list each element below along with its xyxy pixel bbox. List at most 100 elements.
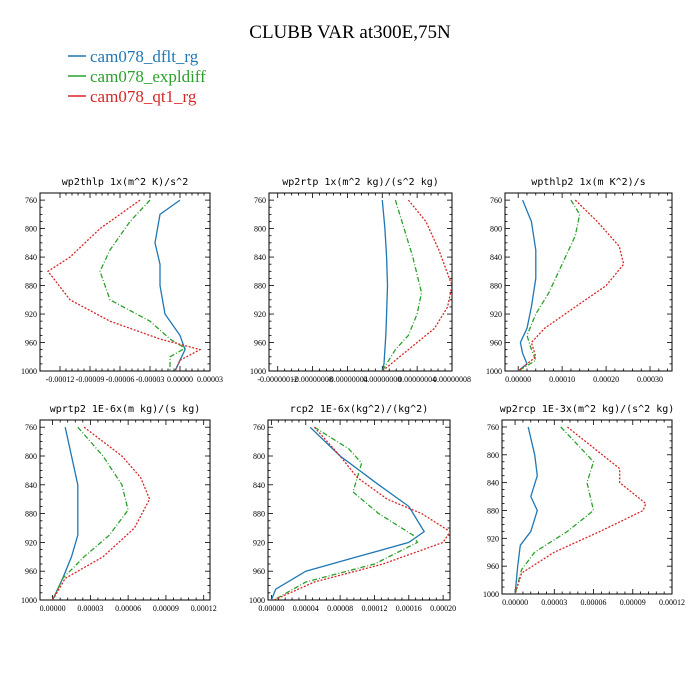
y-tick-label: 760 xyxy=(25,196,37,205)
series-line-cam078_expldiff xyxy=(273,426,419,600)
panel-title: wp2thlp 1x(m^2 K)/s^2 xyxy=(62,177,188,188)
y-tick-label: 1000 xyxy=(21,596,37,605)
series-line-cam078_qt1_rg xyxy=(381,199,452,371)
x-tick-label: -0.00000008 xyxy=(292,375,333,384)
y-tick-label: 880 xyxy=(253,510,265,519)
x-tick-label: 0.00008 xyxy=(327,604,353,613)
y-tick-label: 960 xyxy=(254,339,266,348)
axis-frame xyxy=(39,192,211,372)
y-tick-label: 760 xyxy=(253,423,265,432)
x-tick-label: 0.00000004 xyxy=(398,375,436,384)
panel-4: wprtp2 1E-6x(m kg)/(s kg) 760 800 840 880 920… xyxy=(21,404,217,613)
x-tick-label: 0.00003 xyxy=(541,598,567,607)
series-line-cam078_dflt_rg xyxy=(517,199,537,371)
axis-frame xyxy=(501,419,673,595)
y-tick-label: 960 xyxy=(253,567,265,576)
x-tick-label: 0.00030 xyxy=(637,375,663,384)
x-tick-label: 0.00020 xyxy=(430,604,456,613)
x-tick-label: 0.00009 xyxy=(620,598,646,607)
panels-group: wp2thlp 1x(m^2 K)/s^2 760 800 840 880 920 960 1… xyxy=(21,177,685,613)
series-line-cam078_dflt_rg xyxy=(514,426,538,594)
panel-title: rcp2 1E-6x(kg^2)/(kg^2) xyxy=(290,404,428,415)
y-minor-ticks xyxy=(40,206,210,365)
legend-entry-2: cam078_expldiff xyxy=(68,67,206,86)
legend-label-2: cam078_expldiff xyxy=(90,67,206,86)
series-line-cam078_dflt_rg xyxy=(270,426,426,600)
series-line-cam078_qt1_rg xyxy=(514,426,647,594)
x-minor-ticks xyxy=(284,193,446,371)
y-tick-label: 960 xyxy=(490,339,502,348)
x-minor-ticks xyxy=(59,420,197,600)
series-line-cam078_expldiff xyxy=(381,199,423,371)
series-line-cam078_dflt_rg xyxy=(52,427,79,600)
y-tick-label: 1000 xyxy=(250,367,266,376)
x-minor-ticks xyxy=(277,420,437,600)
x-tick-label: 0.00003 xyxy=(77,604,103,613)
y-tick-label: 840 xyxy=(490,253,502,262)
y-tick-label: 880 xyxy=(254,282,266,291)
x-minor-ticks xyxy=(526,193,669,371)
y-tick-label: 1000 xyxy=(21,367,37,376)
x-tick-label: 0.00003 xyxy=(197,375,223,384)
y-tick-label: 800 xyxy=(490,225,502,234)
x-tick-label: 0.00010 xyxy=(549,375,575,384)
panel-5: rcp2 1E-6x(kg^2)/(kg^2) 760 800 840 880 920 96… xyxy=(249,404,456,613)
y-minor-ticks xyxy=(505,206,672,365)
y-tick-label: 960 xyxy=(487,562,499,571)
axis-frame xyxy=(39,419,211,601)
panel-title: wprtp2 1E-6x(m kg)/(s kg) xyxy=(50,404,201,415)
x-tick-label: 0.00012 xyxy=(361,604,387,613)
series-line-cam078_expldiff xyxy=(517,199,581,371)
x-tick-label: 0.00006 xyxy=(115,604,141,613)
x-tick-label: 0.00016 xyxy=(396,604,422,613)
y-minor-ticks xyxy=(269,206,452,365)
x-tick-label: 0.00020 xyxy=(593,375,619,384)
y-tick-label: 960 xyxy=(25,339,37,348)
y-tick-label: 920 xyxy=(487,534,499,543)
y-minor-ticks xyxy=(268,433,450,594)
series-line-cam078_qt1_rg xyxy=(273,426,450,600)
y-tick-label: 1000 xyxy=(249,596,265,605)
series-line-cam078_expldiff xyxy=(52,426,129,600)
series-line-cam078_expldiff xyxy=(99,199,187,371)
y-tick-label: 920 xyxy=(253,538,265,547)
x-tick-label: 0.00009 xyxy=(153,604,179,613)
x-tick-label: -0.00000012 xyxy=(257,375,298,384)
series-line-cam078_qt1_rg xyxy=(52,426,151,600)
axis-frame xyxy=(267,419,451,601)
y-tick-label: 760 xyxy=(487,423,499,432)
x-tick-label: 0.00000 xyxy=(40,604,66,613)
panel-2: wp2rtp 1x(m^2 kg)/(s^2 kg) 760 800 840 880 92… xyxy=(250,177,471,384)
y-tick-label: 800 xyxy=(253,452,265,461)
legend-label-1: cam078_dflt_rg xyxy=(90,47,199,66)
legend-label-3: cam078_qt1_rg xyxy=(90,87,197,106)
axis-frame xyxy=(268,192,453,372)
y-tick-label: 960 xyxy=(25,567,37,576)
x-tick-label: 0.00000008 xyxy=(433,375,471,384)
y-minor-ticks xyxy=(502,433,672,588)
y-tick-label: 920 xyxy=(254,310,266,319)
y-tick-label: 880 xyxy=(487,506,499,515)
series-line-cam078_qt1_rg xyxy=(47,199,202,371)
legend-entry-3: cam078_qt1_rg xyxy=(68,87,197,106)
panel-3: wpthlp2 1x(m K^2)/s 760 800 840 880 920 960 100… xyxy=(486,177,673,384)
panel-title: wpthlp2 1x(m K^2)/s xyxy=(531,177,645,188)
y-tick-label: 800 xyxy=(25,225,37,234)
x-minor-ticks xyxy=(522,420,665,594)
legend: cam078_dflt_rg cam078_expldiff cam078_qt… xyxy=(68,47,206,106)
x-minor-ticks xyxy=(65,193,205,371)
y-tick-label: 840 xyxy=(254,253,266,262)
y-tick-label: 1000 xyxy=(486,367,502,376)
y-tick-label: 760 xyxy=(25,423,37,432)
y-tick-label: 920 xyxy=(25,538,37,547)
series-line-cam078_dflt_rg xyxy=(381,200,389,371)
x-tick-label: 0.00006 xyxy=(581,598,607,607)
series-line-cam078_expldiff xyxy=(514,426,595,594)
x-tick-label: -0.00000004 xyxy=(327,375,368,384)
series-line-cam078_dflt_rg xyxy=(154,199,186,371)
x-tick-label: 0.00000 xyxy=(505,375,531,384)
x-tick-label: 0.00012 xyxy=(659,598,685,607)
x-tick-label: -0.00012 xyxy=(46,375,75,384)
y-tick-label: 840 xyxy=(253,481,265,490)
